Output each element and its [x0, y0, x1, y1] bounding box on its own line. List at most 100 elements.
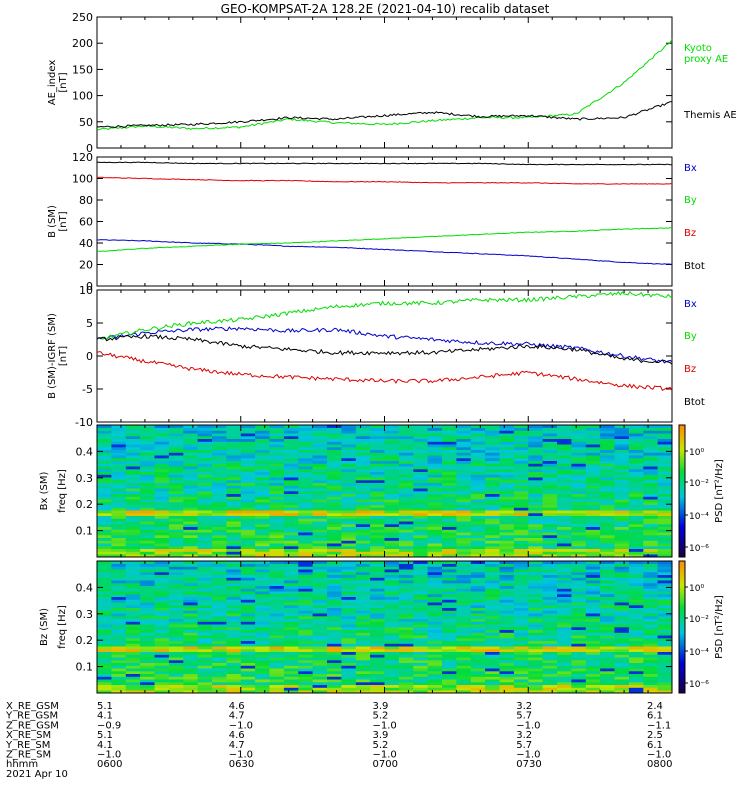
spectrogram-cell — [384, 577, 400, 581]
spectrogram-cell — [226, 438, 242, 442]
spectrogram-cell — [283, 684, 299, 688]
colorbar-tick-label: 10⁻² — [689, 479, 709, 489]
spectrogram-cell — [528, 577, 543, 581]
spectrogram-cell — [111, 599, 127, 603]
colorbar-segment — [679, 515, 685, 518]
spectrogram-cell — [154, 629, 170, 633]
colorbar-segment — [679, 664, 685, 667]
spectrogram-cell — [384, 449, 400, 453]
spectrogram-cell — [240, 524, 256, 527]
spectrogram-cell — [125, 455, 141, 459]
colorbar-segment — [679, 526, 685, 529]
spectrogram-cell — [427, 471, 443, 475]
spectrogram-cell — [226, 548, 242, 552]
spectrogram-cell — [398, 682, 414, 685]
spectrogram-cell — [571, 577, 587, 581]
spectrogram-cell — [355, 580, 371, 584]
spectrogram-cell — [240, 447, 256, 450]
y-tick-label: 0 — [86, 142, 93, 155]
spectrogram-cell — [283, 687, 299, 691]
spectrogram-cell — [240, 460, 256, 464]
spectrogram-cell — [226, 610, 242, 614]
spectrogram-cell — [111, 425, 127, 428]
y-tick-label: -10 — [75, 416, 93, 429]
spectrogram-cell — [657, 687, 673, 691]
spectrogram-cell — [600, 444, 615, 448]
spectrogram-cell — [125, 660, 141, 663]
spectrogram-cell — [125, 583, 141, 586]
spectrogram-cell — [168, 580, 184, 584]
spectrogram-cell — [183, 654, 198, 658]
spectrogram-cell — [442, 676, 457, 680]
spectrogram-cell — [125, 580, 141, 584]
spectrogram-cell — [585, 507, 601, 511]
spectrogram-cell — [643, 485, 658, 489]
spectrogram-cell — [600, 596, 615, 600]
spectrogram-cell — [269, 580, 285, 584]
spectrogram-cell — [513, 646, 529, 650]
spectrogram-cell — [499, 502, 515, 505]
spectrogram-cell — [298, 610, 313, 614]
spectrogram-cell — [470, 466, 486, 470]
spectrogram-cell — [212, 526, 227, 530]
spectrogram-cell — [628, 480, 644, 483]
spectrogram-cell — [398, 537, 414, 541]
spectrogram-cell — [470, 594, 486, 597]
spectrogram-cell — [327, 687, 342, 691]
spectrogram-cell — [327, 599, 342, 603]
spectrogram-cell — [557, 502, 572, 505]
spectrogram-cell — [97, 627, 112, 630]
spectrogram-cell — [370, 646, 385, 650]
spectrogram-cell — [370, 471, 385, 475]
spectrogram-cell — [298, 485, 313, 489]
spectrogram-cell — [413, 640, 428, 644]
spectrogram-cell — [499, 430, 515, 434]
spectrogram-cell — [140, 427, 155, 431]
spectrogram-cell — [327, 690, 342, 694]
spectrogram-cell — [140, 583, 155, 586]
spectrogram-cell — [341, 687, 357, 691]
spectrogram-cell — [355, 455, 371, 459]
colorbar-segment — [679, 495, 685, 498]
spectrogram-cell — [111, 690, 127, 694]
spectrogram-cell — [513, 660, 529, 663]
spectrogram-cell — [240, 657, 256, 661]
spectrogram-cell — [628, 496, 644, 500]
spectrogram-cell — [298, 679, 313, 683]
spectrogram-cell — [269, 543, 285, 547]
spectrogram-cell — [600, 583, 615, 586]
spectrogram-cell — [312, 572, 328, 575]
spectrogram-cell — [212, 425, 227, 428]
spectrogram-cell — [269, 640, 285, 644]
ephemeris-label: Y_RE_GSM — [5, 711, 58, 722]
spectrogram-cell — [470, 491, 486, 494]
spectrogram-cell — [312, 502, 328, 505]
spectrogram-cell — [456, 665, 472, 669]
spectrogram-cell — [456, 569, 472, 573]
spectrogram-cell — [427, 452, 443, 456]
spectrogram-cell — [485, 618, 500, 622]
spectrogram-cell — [168, 524, 184, 527]
spectrogram-cell — [140, 430, 155, 434]
colorbar-segment — [679, 438, 685, 441]
spectrogram-cell — [470, 532, 486, 536]
spectrogram-cell — [370, 654, 385, 658]
spectrogram-cell — [571, 449, 587, 453]
spectrogram-cell — [154, 690, 170, 694]
spectrogram-cell — [183, 535, 198, 538]
spectrogram-cell — [240, 510, 256, 514]
spectrogram-cell — [341, 496, 357, 500]
spectrogram-cell — [283, 580, 299, 584]
spectrogram-cell — [283, 621, 299, 625]
spectrogram-cell — [643, 684, 658, 688]
ephemeris-label: X_RE_GSM — [6, 701, 59, 712]
spectrogram-cell — [442, 580, 457, 584]
spectrogram-cell — [312, 436, 328, 439]
spectrogram-cell — [97, 444, 112, 448]
spectrogram-cell — [140, 572, 155, 575]
spectrogram-cell — [657, 554, 673, 558]
spectrogram-cell — [168, 627, 184, 630]
spectrogram-cell — [557, 599, 572, 603]
spectrogram-cell — [614, 540, 630, 544]
spectrogram-cell — [528, 507, 543, 511]
